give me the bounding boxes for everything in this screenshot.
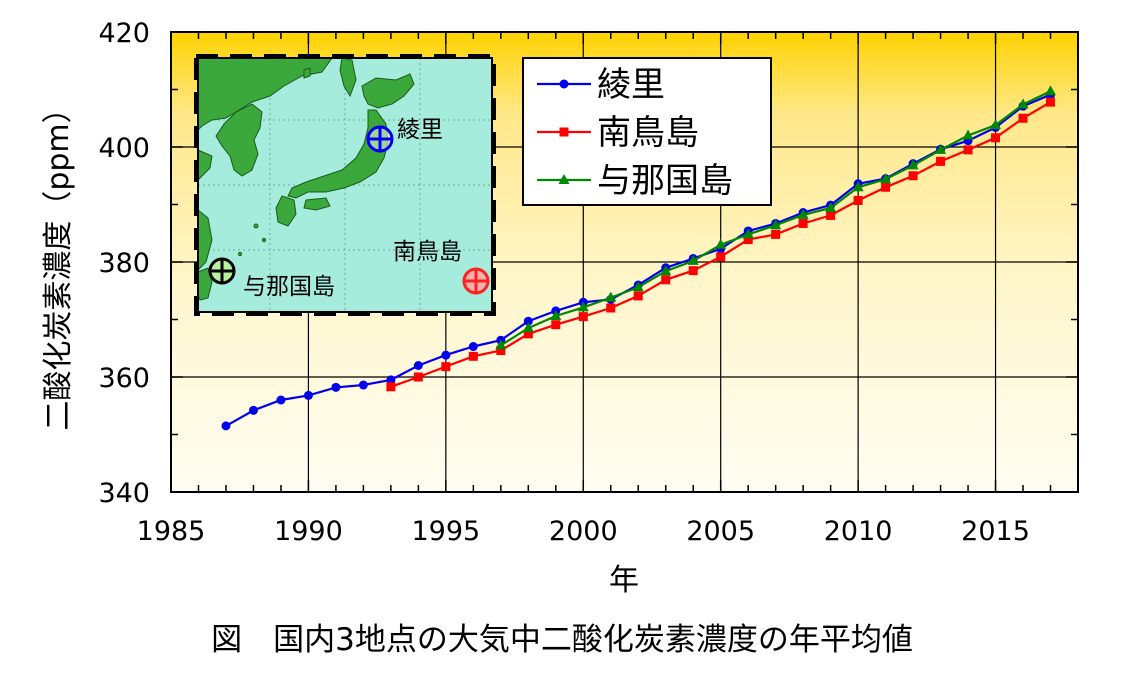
data-point (660, 265, 672, 276)
data-point (522, 322, 534, 333)
data-point (577, 301, 589, 312)
data-point (963, 145, 973, 155)
data-point (853, 195, 863, 205)
legend-item-1: 南鳥島 (537, 113, 699, 153)
data-point (605, 291, 617, 302)
data-point (523, 329, 533, 339)
data-point (826, 210, 836, 220)
map-frame-outer (194, 54, 496, 316)
data-point (495, 339, 507, 350)
data-point (962, 129, 974, 140)
x-tick-label: 1990 (274, 516, 343, 547)
data-point (331, 382, 341, 392)
data-point (413, 361, 423, 370)
data-point (441, 362, 451, 372)
legend-item-0: 綾里 (537, 65, 665, 105)
data-point (632, 281, 644, 292)
data-point (881, 182, 891, 192)
data-point (991, 133, 1001, 143)
data-point (221, 421, 231, 431)
data-point (797, 208, 809, 219)
station-marker-yonagunijima (208, 257, 236, 285)
plot-border (170, 31, 1079, 493)
y-axis: 340 360 380 400 420 (98, 18, 150, 509)
data-point (688, 266, 698, 276)
legend-item-2: 与那国島 (537, 161, 733, 201)
station-marker-ryori (366, 125, 394, 153)
data-point (990, 119, 1002, 130)
data-point (1018, 113, 1028, 123)
data-point (551, 320, 561, 330)
y-tick-label: 360 (98, 363, 150, 394)
y-tick-label: 380 (98, 248, 150, 279)
data-point (386, 375, 396, 385)
data-point (559, 79, 569, 89)
map-label-ryori: 綾里 (397, 117, 443, 143)
data-point (606, 303, 616, 313)
x-axis: 1985 1990 1995 2000 2005 2010 2015 (137, 516, 1030, 547)
y-tick-label: 400 (98, 133, 150, 164)
data-point (825, 201, 837, 212)
data-point (687, 254, 699, 265)
series-2 (495, 85, 1057, 350)
x-tick-label: 1985 (137, 516, 206, 547)
data-point (715, 238, 727, 249)
data-point (880, 173, 892, 184)
data-point (1017, 98, 1029, 109)
data-point (798, 218, 808, 228)
data-point (550, 310, 562, 321)
data-point (742, 228, 754, 239)
data-point (386, 382, 396, 392)
legend-label: 与那国島 (597, 161, 733, 201)
data-point (578, 312, 588, 322)
data-point (358, 380, 368, 390)
y-tick-label: 420 (98, 18, 150, 49)
data-point (907, 159, 919, 170)
y-axis-title: 二酸化炭素濃度（ppm） (41, 93, 76, 430)
data-point (1045, 85, 1057, 96)
data-point (936, 156, 946, 166)
data-point (743, 235, 753, 245)
data-point (441, 350, 451, 360)
data-point (276, 395, 286, 405)
x-tick-label: 2015 (961, 516, 1030, 547)
figure-caption: 図 国内3地点の大気中二酸化炭素濃度の年平均値 (211, 622, 913, 658)
data-point (935, 143, 947, 154)
x-axis-title: 年 (609, 563, 639, 598)
data-point (523, 316, 533, 326)
data-point (413, 372, 423, 382)
data-point (559, 127, 569, 137)
data-point (1046, 97, 1056, 107)
y-tick-label: 340 (98, 478, 150, 509)
x-tick-label: 2000 (549, 516, 618, 547)
data-point (468, 342, 478, 352)
map-label-minamitorishima: 南鳥島 (393, 239, 462, 265)
data-point (716, 252, 726, 262)
x-tick-label: 1995 (411, 516, 480, 547)
data-point (633, 291, 643, 301)
x-tick-label: 2010 (824, 516, 893, 547)
series-1 (386, 97, 1056, 392)
inset-map: 綾里 南鳥島 与那国島 (194, 54, 496, 316)
data-point (852, 181, 864, 192)
data-point (558, 174, 570, 184)
data-point (661, 275, 671, 285)
data-point (771, 229, 781, 239)
x-tick-label: 2005 (686, 516, 755, 547)
data-point (496, 346, 506, 356)
data-point (303, 390, 313, 400)
legend-label: 綾里 (597, 65, 665, 105)
data-point (908, 171, 918, 181)
map-label-yonagunijima: 与那国島 (243, 274, 335, 300)
series-layer (221, 85, 1057, 431)
data-point (248, 405, 258, 415)
station-marker-minamitorishima (462, 267, 490, 295)
legend-label: 南鳥島 (597, 113, 699, 153)
data-point (770, 219, 782, 230)
data-point (468, 351, 478, 361)
